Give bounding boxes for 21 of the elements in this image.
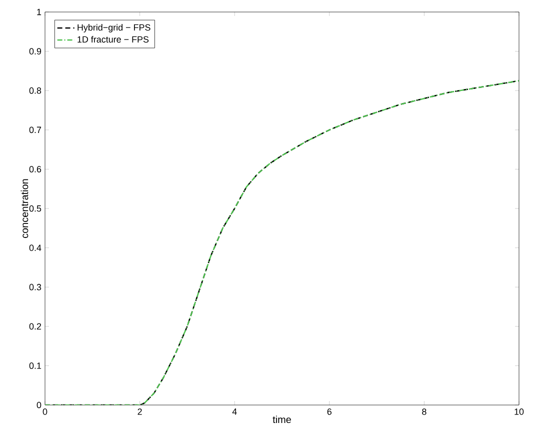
x-tick-label: 8 <box>422 408 426 415</box>
y-tick-label: 0.7 <box>29 126 42 134</box>
x-axis-title: time <box>272 416 291 424</box>
y-tick-label: 0.1 <box>29 362 42 369</box>
y-tick-label: 0.8 <box>29 87 42 94</box>
y-axis-title: concentration <box>20 179 28 238</box>
y-tick-label: 0.6 <box>29 166 42 172</box>
x-tick-label: 10 <box>514 408 524 415</box>
legend-label: 1D fracture − FPS <box>78 36 149 43</box>
y-tick-label: 0.3 <box>29 284 42 290</box>
x-tick-label: 4 <box>232 408 237 415</box>
x-tick-label: 6 <box>327 408 332 415</box>
y-tick-label: 0.2 <box>29 323 42 330</box>
y-tick-label: 0.4 <box>29 244 42 251</box>
legend-label: Hybrid−grid − FPS <box>78 24 150 32</box>
x-tick-label: 0 <box>42 408 48 415</box>
y-tick-label: 1 <box>37 8 42 16</box>
y-tick-label: 0 <box>36 402 42 408</box>
y-tick-label: 0.9 <box>29 48 42 54</box>
y-tick-label: 0.5 <box>29 205 42 212</box>
x-tick-label: 2 <box>138 408 142 415</box>
